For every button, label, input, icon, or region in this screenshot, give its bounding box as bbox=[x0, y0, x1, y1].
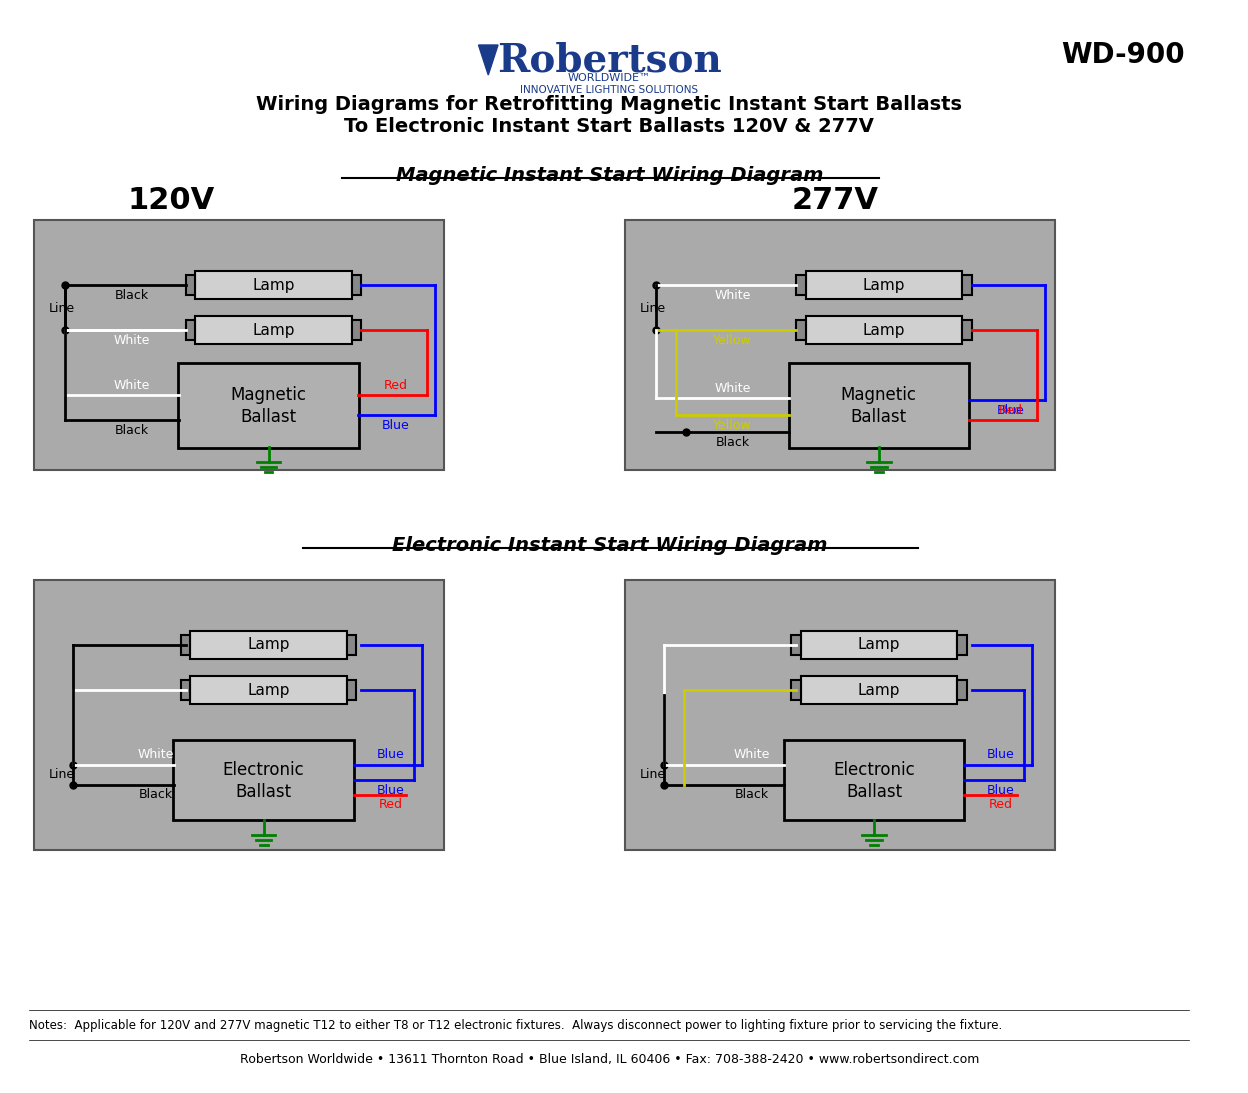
Text: Black: Black bbox=[735, 788, 769, 801]
Text: Yellow: Yellow bbox=[713, 419, 751, 432]
Bar bbox=[791, 680, 801, 700]
Text: WD-900: WD-900 bbox=[1061, 42, 1184, 69]
Text: Wiring Diagrams for Retrofitting Magnetic Instant Start Ballasts
To Electronic I: Wiring Diagrams for Retrofitting Magneti… bbox=[256, 94, 962, 136]
Bar bbox=[195, 271, 352, 299]
Bar bbox=[34, 580, 444, 850]
Polygon shape bbox=[478, 45, 498, 75]
Text: Notes:  Applicable for 120V and 277V magnetic T12 to either T8 or T12 electronic: Notes: Applicable for 120V and 277V magn… bbox=[29, 1019, 1002, 1032]
Text: Red: Red bbox=[998, 403, 1022, 416]
Text: WORLDWIDE™: WORLDWIDE™ bbox=[568, 73, 651, 83]
Bar bbox=[806, 316, 962, 344]
Bar bbox=[957, 635, 967, 655]
Bar bbox=[625, 580, 1055, 850]
Bar bbox=[34, 220, 444, 470]
Text: 120V: 120V bbox=[127, 186, 215, 214]
Text: Blue: Blue bbox=[377, 749, 404, 762]
Bar bbox=[962, 275, 972, 295]
Text: Ballast: Ballast bbox=[236, 783, 292, 801]
Text: Lamp: Lamp bbox=[252, 278, 295, 293]
Bar bbox=[195, 316, 352, 344]
Text: Black: Black bbox=[115, 423, 149, 436]
Bar bbox=[173, 740, 354, 820]
Bar bbox=[191, 675, 347, 704]
Text: Line: Line bbox=[49, 302, 75, 315]
Text: Lamp: Lamp bbox=[862, 278, 905, 293]
Text: Ballast: Ballast bbox=[851, 408, 907, 426]
Text: White: White bbox=[139, 749, 175, 762]
Text: Magnetic: Magnetic bbox=[231, 386, 307, 404]
Text: Black: Black bbox=[715, 435, 750, 448]
Text: Electronic: Electronic bbox=[834, 761, 915, 779]
Text: Ballast: Ballast bbox=[846, 783, 902, 801]
Text: Lamp: Lamp bbox=[247, 682, 290, 697]
Text: Line: Line bbox=[49, 768, 75, 781]
Text: Red: Red bbox=[378, 799, 403, 811]
Text: Lamp: Lamp bbox=[857, 682, 900, 697]
Text: White: White bbox=[114, 378, 150, 391]
Bar bbox=[801, 675, 957, 704]
Bar bbox=[181, 680, 191, 700]
Text: Ballast: Ballast bbox=[241, 408, 297, 426]
Text: White: White bbox=[734, 749, 770, 762]
Bar bbox=[791, 635, 801, 655]
Text: Electronic Instant Start Wiring Diagram: Electronic Instant Start Wiring Diagram bbox=[392, 536, 827, 554]
Bar bbox=[801, 631, 957, 659]
Bar bbox=[806, 271, 962, 299]
Bar bbox=[962, 320, 972, 340]
Bar bbox=[347, 635, 357, 655]
Text: White: White bbox=[714, 381, 750, 395]
Text: White: White bbox=[714, 289, 750, 302]
Bar bbox=[191, 631, 347, 659]
Text: Robertson: Robertson bbox=[497, 42, 721, 79]
Text: Black: Black bbox=[140, 788, 173, 801]
Text: Blue: Blue bbox=[987, 784, 1015, 797]
Text: Line: Line bbox=[639, 768, 665, 781]
Bar bbox=[957, 680, 967, 700]
Bar bbox=[796, 275, 806, 295]
Text: Lamp: Lamp bbox=[857, 637, 900, 653]
Text: Line: Line bbox=[639, 302, 665, 315]
Text: Red: Red bbox=[988, 799, 1013, 811]
Bar bbox=[789, 363, 970, 447]
Text: 277V: 277V bbox=[791, 186, 879, 214]
Bar bbox=[186, 320, 195, 340]
Text: INNOVATIVE LIGHTING SOLUTIONS: INNOVATIVE LIGHTING SOLUTIONS bbox=[520, 85, 699, 95]
Text: Magnetic: Magnetic bbox=[841, 386, 917, 404]
Text: Magnetic Instant Start Wiring Diagram: Magnetic Instant Start Wiring Diagram bbox=[396, 165, 824, 185]
Bar bbox=[347, 680, 357, 700]
Text: Lamp: Lamp bbox=[862, 322, 905, 338]
Text: Blue: Blue bbox=[987, 749, 1015, 762]
Bar bbox=[352, 275, 362, 295]
Bar bbox=[178, 363, 359, 447]
Text: Lamp: Lamp bbox=[247, 637, 290, 653]
Text: Yellow: Yellow bbox=[713, 333, 751, 346]
Text: White: White bbox=[114, 333, 150, 346]
Bar bbox=[625, 220, 1055, 470]
Text: Robertson Worldwide • 13611 Thornton Road • Blue Island, IL 60406 • Fax: 708-388: Robertson Worldwide • 13611 Thornton Roa… bbox=[240, 1054, 978, 1067]
Text: Lamp: Lamp bbox=[252, 322, 295, 338]
Bar bbox=[181, 635, 191, 655]
Text: Electronic: Electronic bbox=[223, 761, 305, 779]
Text: Blue: Blue bbox=[382, 419, 409, 432]
Bar bbox=[186, 275, 195, 295]
Text: Blue: Blue bbox=[377, 784, 404, 797]
Bar bbox=[352, 320, 362, 340]
Text: Red: Red bbox=[383, 378, 408, 391]
Bar bbox=[784, 740, 965, 820]
Text: Blue: Blue bbox=[997, 403, 1025, 416]
Text: Black: Black bbox=[115, 289, 149, 302]
Bar bbox=[796, 320, 806, 340]
